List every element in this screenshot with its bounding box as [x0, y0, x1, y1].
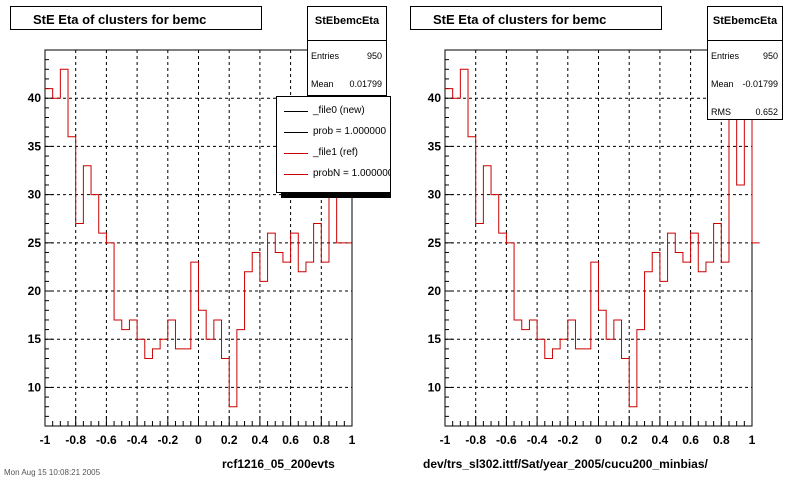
right-y-tick-label: 15 [428, 332, 442, 346]
left-y-tick-label: 20 [28, 284, 42, 298]
right-stats-row-rms: RMS 0.652 [708, 97, 782, 119]
right-y-tick-label: 35 [428, 139, 442, 153]
stats-value: 950 [762, 51, 778, 61]
left-y-tick-label: 30 [28, 188, 42, 202]
stats-label: Entries [711, 51, 740, 61]
left-y-tick-label: 15 [28, 332, 42, 346]
right-x-tick-label: -1 [440, 433, 451, 447]
right-x-tick-label: 0.8 [713, 433, 730, 447]
legend-entry-prob: prob = 1.000000 [277, 122, 390, 143]
right-stats-name: StEbemcEta [708, 7, 782, 41]
right-y-tick-label: 25 [428, 236, 442, 250]
right-stats-row-mean: Mean -0.01799 [708, 69, 782, 97]
left-stats-row-mean: Mean 0.01799 [308, 69, 386, 95]
legend-label: probN = 1.000000 [313, 168, 391, 179]
legend-swatch [284, 153, 308, 154]
right-y-tick-label: 20 [428, 284, 442, 298]
legend-label: prob = 1.000000 [313, 126, 387, 137]
left-stats-row-entries: Entries 950 [308, 41, 386, 69]
left-y-tick-label: 10 [28, 380, 42, 394]
right-y-tick-label: 40 [428, 91, 442, 105]
left-y-tick-label: 25 [28, 236, 42, 250]
left-legend-box: _file0 (new) prob = 1.000000 _file1 (ref… [276, 96, 391, 193]
right-title: StE Eta of clusters for bemc [433, 12, 607, 27]
right-y-tick-label: 10 [428, 380, 442, 394]
legend-entry-probn: probN = 1.000000 [277, 164, 390, 185]
right-stats-row-entries: Entries 950 [708, 41, 782, 69]
left-y-tick-label: 35 [28, 139, 42, 153]
left-x-tick-label: 0.2 [221, 433, 238, 447]
left-x-tick-label: -1 [40, 433, 51, 447]
left-x-tick-label: -0.6 [96, 433, 117, 447]
right-x-tick-label: 0.2 [621, 433, 638, 447]
stats-label: Mean [711, 79, 734, 89]
right-x-tick-label: 1 [749, 433, 756, 447]
legend-entry-file0: _file0 (new) [277, 101, 390, 122]
stats-value: -0.01799 [742, 79, 778, 89]
timestamp-footer: Mon Aug 15 10:08:21 2005 [4, 468, 101, 477]
stats-value: 0.01799 [349, 79, 382, 89]
left-stats-name: StEbemcEta [308, 7, 386, 41]
stats-label: Entries [311, 51, 340, 61]
legend-label: _file0 (new) [313, 105, 365, 116]
right-x-tick-label: -0.2 [557, 433, 578, 447]
legend-swatch [284, 111, 308, 112]
right-x-tick-label: -0.6 [496, 433, 517, 447]
left-x-tick-label: 0.4 [252, 433, 269, 447]
stats-value: 0.652 [755, 107, 778, 117]
legend-entry-file1: _file1 (ref) [277, 143, 390, 164]
right-title-box: StE Eta of clusters for bemc [410, 6, 662, 30]
right-y-tick-label: 30 [428, 188, 442, 202]
stats-label: Mean [311, 79, 334, 89]
left-x-tick-label: 0 [195, 433, 202, 447]
stats-value: 950 [366, 51, 382, 61]
right-x-tick-label: -0.8 [465, 433, 486, 447]
left-x-tick-label: 0.6 [282, 433, 299, 447]
right-histogram-line [445, 49, 760, 408]
left-x-tick-label: 0.8 [313, 433, 330, 447]
right-x-tick-label: 0.4 [652, 433, 669, 447]
left-title-box: StE Eta of clusters for bemc [10, 6, 262, 30]
legend-swatch [284, 132, 308, 133]
right-x-tick-label: 0.6 [682, 433, 699, 447]
left-x-tick-label: -0.2 [157, 433, 178, 447]
left-y-tick-label: 40 [28, 91, 42, 105]
left-title: StE Eta of clusters for bemc [33, 12, 207, 27]
right-stats-box: StEbemcEta Entries 950 Mean -0.01799 RMS… [707, 6, 783, 120]
left-x-tick-label: -0.4 [127, 433, 148, 447]
right-x-tick-label: -0.4 [527, 433, 548, 447]
left-x-tick-label: -0.8 [65, 433, 86, 447]
legend-label: _file1 (ref) [313, 147, 359, 158]
stats-label: RMS [711, 107, 731, 117]
left-histogram-line [45, 68, 352, 408]
left-stats-box: StEbemcEta Entries 950 Mean 0.01799 [307, 6, 387, 96]
left-x-axis-title: rcf1216_05_200evts [222, 457, 335, 471]
left-x-tick-label: 1 [349, 433, 356, 447]
right-x-axis-title: dev/trs_sl302.ittf/Sat/year_2005/cucu200… [423, 457, 708, 471]
right-x-tick-label: 0 [595, 433, 602, 447]
legend-swatch [284, 174, 308, 175]
